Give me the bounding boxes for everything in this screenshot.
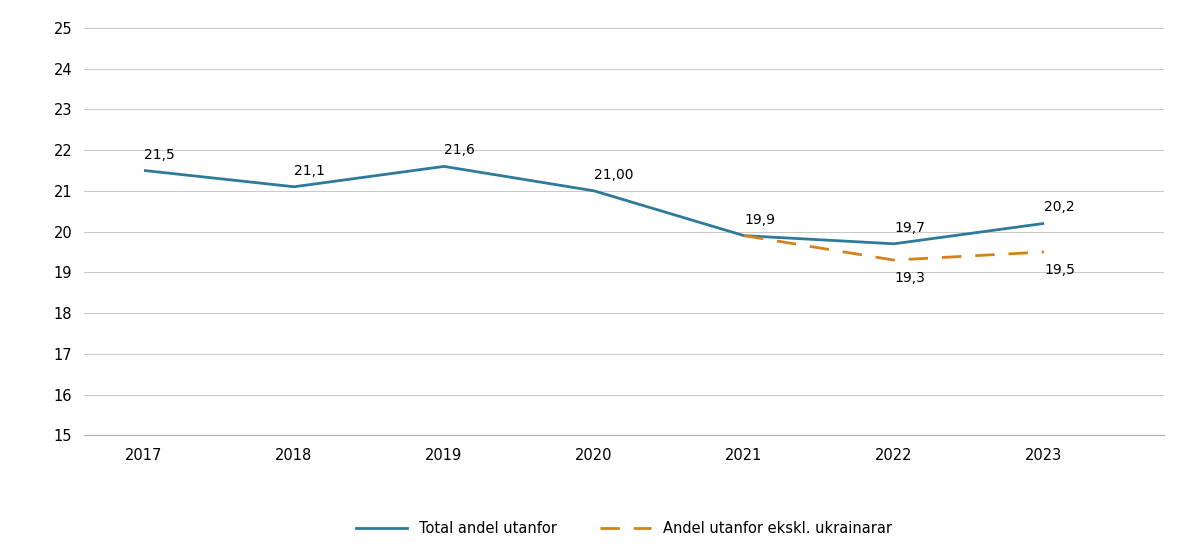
Text: 21,6: 21,6 — [444, 143, 475, 157]
Text: 19,3: 19,3 — [894, 272, 925, 286]
Text: 20,2: 20,2 — [1044, 200, 1075, 214]
Text: 19,7: 19,7 — [894, 221, 925, 235]
Text: 21,1: 21,1 — [294, 164, 325, 178]
Text: 21,00: 21,00 — [594, 168, 634, 182]
Text: 19,5: 19,5 — [1044, 263, 1075, 277]
Legend: Total andel utanfor, Andel utanfor ekskl. ukrainarar: Total andel utanfor, Andel utanfor ekskl… — [350, 516, 898, 542]
Text: 21,5: 21,5 — [144, 147, 175, 161]
Text: 19,9: 19,9 — [744, 213, 775, 227]
